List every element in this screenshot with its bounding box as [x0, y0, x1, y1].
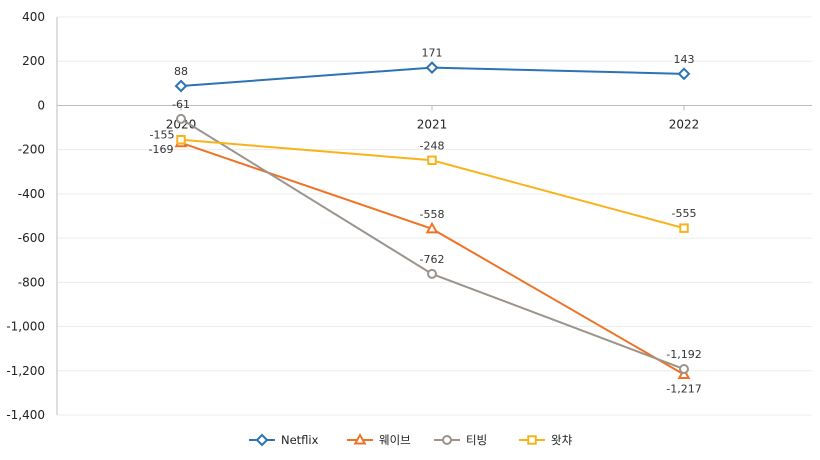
data-point	[427, 155, 437, 166]
y-tick-label: -400	[18, 187, 45, 201]
data-label: -1,192	[666, 348, 701, 361]
data-label: -169	[149, 143, 174, 156]
y-tick-label: -1,400	[6, 408, 45, 422]
data-point	[679, 223, 689, 233]
data-label: 171	[422, 47, 443, 60]
y-tick-label: -800	[18, 275, 45, 289]
x-axis-tick-labels: 2020 2021 2022	[166, 117, 700, 131]
data-label: -558	[420, 208, 445, 221]
data-point	[425, 61, 439, 75]
legend-label: 왓챠	[551, 433, 573, 447]
data-label: -762	[420, 253, 445, 266]
data-point	[679, 364, 689, 375]
legend-marker	[255, 433, 269, 447]
y-tick-label: -200	[18, 143, 45, 157]
data-label: -1,217	[666, 383, 701, 396]
y-tick-label: 0	[37, 98, 45, 112]
legend-label: 티빙	[466, 433, 487, 447]
data-label: -61	[172, 98, 190, 111]
gridlines	[57, 16, 812, 416]
y-axis-tick-labels: 400 200 0 -200 -400 -600 -800 -1,000 -1,200 -1,40…	[6, 10, 45, 422]
legend-item[interactable]: Netflix	[249, 433, 319, 447]
legend-item[interactable]: 웨이브	[347, 432, 411, 447]
series-group	[174, 61, 691, 380]
x-tick-label: 2020	[166, 117, 197, 131]
data-label: -248	[420, 139, 445, 152]
legend-item[interactable]: 왓챠	[519, 433, 573, 447]
y-tick-label: 200	[22, 54, 45, 68]
legend-marker	[527, 435, 537, 445]
data-label: -155	[150, 129, 175, 142]
legend-item[interactable]: 티빙	[434, 433, 487, 447]
data-point	[425, 221, 439, 234]
data-point	[427, 268, 437, 279]
data-point	[176, 134, 186, 145]
data-point	[176, 113, 186, 124]
y-tick-label: -600	[18, 231, 45, 245]
legend-marker	[353, 432, 367, 445]
y-tick-label: -1,200	[6, 364, 45, 378]
data-labels: 88 171 143 -169 -558 -1,217 -61 -762 -1,192 -155 -…	[149, 47, 702, 396]
y-tick-label: 400	[22, 10, 45, 24]
y-tick-label: -1,000	[6, 320, 45, 334]
legend[interactable]: Netflix 웨이브 티빙 왓챠	[249, 432, 573, 447]
legend-label: 웨이브	[379, 433, 411, 447]
data-label: -555	[672, 207, 697, 220]
data-point	[677, 67, 691, 81]
data-label: 88	[174, 65, 188, 78]
x-tick-label: 2022	[669, 117, 700, 131]
legend-label: Netflix	[281, 433, 319, 447]
x-tick-label: 2021	[417, 117, 448, 131]
data-label: 143	[674, 53, 695, 66]
axes	[56, 17, 812, 415]
legend-marker	[442, 435, 452, 445]
data-point	[174, 79, 188, 93]
